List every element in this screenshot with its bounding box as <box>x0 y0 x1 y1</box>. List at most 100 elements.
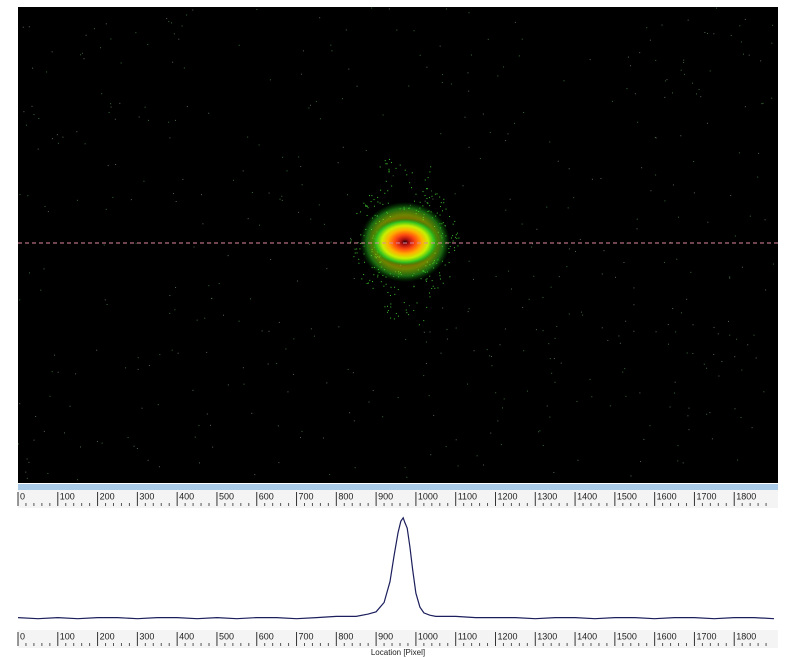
speckle <box>433 414 435 416</box>
speckle <box>568 168 570 170</box>
speckle <box>110 103 112 105</box>
ruler-label: 800 <box>338 631 353 641</box>
speckle <box>175 201 177 203</box>
speckle <box>80 54 82 56</box>
speckle <box>636 228 638 230</box>
speckle <box>107 165 109 167</box>
speckle <box>683 61 685 63</box>
speckle <box>482 113 484 115</box>
speckle <box>580 311 582 313</box>
speckle <box>713 353 715 355</box>
speckle <box>450 237 452 239</box>
speckle <box>200 194 202 196</box>
speckle <box>110 38 112 40</box>
speckle <box>749 215 751 217</box>
speckle <box>630 475 632 477</box>
speckle <box>740 416 742 418</box>
speckle <box>354 467 356 469</box>
speckle <box>276 362 278 364</box>
speckle <box>337 162 339 164</box>
speckle <box>212 446 214 448</box>
speckle <box>136 448 138 450</box>
speckle <box>431 195 433 197</box>
speckle <box>169 312 171 314</box>
speckle <box>523 350 525 352</box>
speckle <box>115 164 117 166</box>
speckle <box>232 179 234 181</box>
speckle <box>664 80 666 82</box>
speckle <box>251 412 253 414</box>
speckle <box>556 325 558 327</box>
speckle <box>449 276 451 278</box>
speckle <box>495 275 497 277</box>
ruler-label: 1800 <box>736 491 756 501</box>
speckle <box>753 334 755 336</box>
speckle <box>394 286 396 288</box>
speckle <box>367 207 369 209</box>
speckle <box>348 68 350 70</box>
speckle <box>413 30 415 32</box>
speckle <box>646 27 648 29</box>
speckle <box>278 321 280 323</box>
speckle <box>172 61 174 63</box>
speckle <box>384 306 386 308</box>
speckle <box>609 405 611 407</box>
speckle <box>377 276 379 278</box>
speckle <box>664 200 666 202</box>
speckle <box>19 194 21 196</box>
speckle <box>281 195 283 197</box>
speckle <box>33 439 35 441</box>
speckle <box>706 413 708 415</box>
ruler-label: 700 <box>299 631 314 641</box>
speckle <box>553 357 555 359</box>
speckle <box>468 260 470 262</box>
speckle <box>138 116 140 118</box>
speckle <box>330 44 332 46</box>
speckle <box>326 268 328 270</box>
speckle <box>611 100 613 102</box>
speckle <box>428 395 430 397</box>
speckle <box>389 158 391 160</box>
speckle <box>243 383 245 385</box>
speckle <box>76 199 78 201</box>
speckle <box>739 25 741 27</box>
speckle <box>346 194 348 196</box>
ruler-label: 800 <box>338 491 353 501</box>
speckle <box>368 401 370 403</box>
speckle <box>360 211 362 213</box>
ruler-label: 0 <box>20 491 25 501</box>
speckle <box>688 407 690 409</box>
speckle <box>688 429 690 431</box>
speckle <box>444 264 446 266</box>
speckle <box>18 443 20 445</box>
speckle <box>439 45 441 47</box>
speckle <box>62 136 64 138</box>
ruler-label: 1700 <box>696 491 716 501</box>
speckle <box>601 327 603 329</box>
speckle <box>390 286 392 288</box>
speckle <box>663 261 665 263</box>
speckle <box>157 404 159 406</box>
speckle <box>408 85 410 87</box>
speckle <box>472 278 474 280</box>
speckle <box>326 382 328 384</box>
speckle <box>468 146 470 148</box>
speckle <box>690 271 692 273</box>
speckle <box>93 28 95 30</box>
speckle <box>439 206 441 208</box>
ruler-label: 1600 <box>657 491 677 501</box>
ruler-label: 100 <box>60 491 75 501</box>
speckle <box>669 406 671 408</box>
speckle <box>329 474 331 476</box>
speckle <box>434 287 436 289</box>
speckle <box>377 196 379 198</box>
speckle <box>625 320 627 322</box>
ruler-label: 1500 <box>617 631 637 641</box>
speckle <box>639 392 641 394</box>
speckle <box>521 38 523 40</box>
speckle <box>261 330 263 332</box>
ruler-label: 1000 <box>418 491 438 501</box>
speckle <box>711 438 713 440</box>
speckle <box>25 124 27 126</box>
speckle <box>454 249 456 251</box>
